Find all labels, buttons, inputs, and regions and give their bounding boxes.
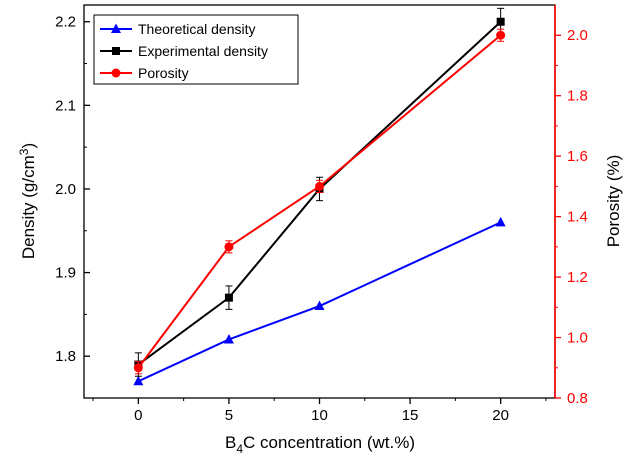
data-point — [224, 293, 233, 302]
left-tick-label: 2.0 — [55, 181, 76, 198]
legend-label: Theoretical density — [138, 21, 256, 37]
data-point — [496, 30, 506, 40]
x-tick-label: 15 — [402, 407, 419, 424]
x-tick-label: 0 — [134, 407, 142, 424]
right-tick-label: 1.6 — [567, 148, 588, 165]
data-point — [133, 363, 143, 373]
data-point — [315, 181, 324, 191]
legend: Theoretical density Experimental density P… — [93, 14, 299, 85]
right-tick-label: 1.0 — [567, 330, 588, 347]
data-point — [495, 216, 506, 227]
right-axis-title: Porosity (%) — [604, 155, 623, 248]
data-point — [133, 375, 144, 386]
x-tick-label: 5 — [225, 407, 233, 424]
right-tick-label: 0.8 — [567, 390, 588, 407]
x-axis: 0 5 10 15 20 — [92, 398, 547, 424]
x-tick-label: 20 — [492, 407, 509, 424]
data-point — [223, 333, 234, 344]
left-tick-label: 1.9 — [55, 265, 76, 282]
data-point — [314, 300, 325, 311]
legend-marker — [111, 68, 121, 78]
series-theoretical-density — [133, 216, 506, 386]
left-tick-label: 1.8 — [55, 348, 76, 365]
left-tick-label: 2.2 — [55, 14, 76, 31]
right-tick-label: 1.8 — [567, 88, 588, 105]
series-line — [137, 221, 502, 383]
series-line — [137, 20, 502, 366]
data-point — [496, 17, 505, 26]
left-axis-title: Density (g/cm3) — [17, 143, 38, 259]
left-tick-label: 2.1 — [55, 97, 76, 114]
legend-label: Porosity — [138, 65, 189, 81]
legend-label: Experimental density — [138, 43, 268, 59]
right-tick-label: 1.2 — [567, 269, 588, 286]
series-porosity — [133, 28, 506, 375]
x-axis-title: B4C concentration (wt.%) — [225, 433, 415, 456]
right-tick-label: 2.0 — [567, 27, 588, 44]
legend-marker — [111, 23, 121, 33]
data-point — [224, 242, 234, 252]
right-axis: 0.8 1.0 1.2 1.4 1.6 1.8 2.0 — [554, 5, 588, 407]
series-layer — [133, 7, 506, 386]
left-axis: 1.8 1.9 2.0 2.1 2.2 — [55, 14, 90, 399]
right-tick-label: 1.4 — [567, 209, 588, 226]
series-line — [137, 34, 502, 369]
x-tick-label: 10 — [311, 407, 328, 424]
legend-marker — [112, 47, 120, 55]
